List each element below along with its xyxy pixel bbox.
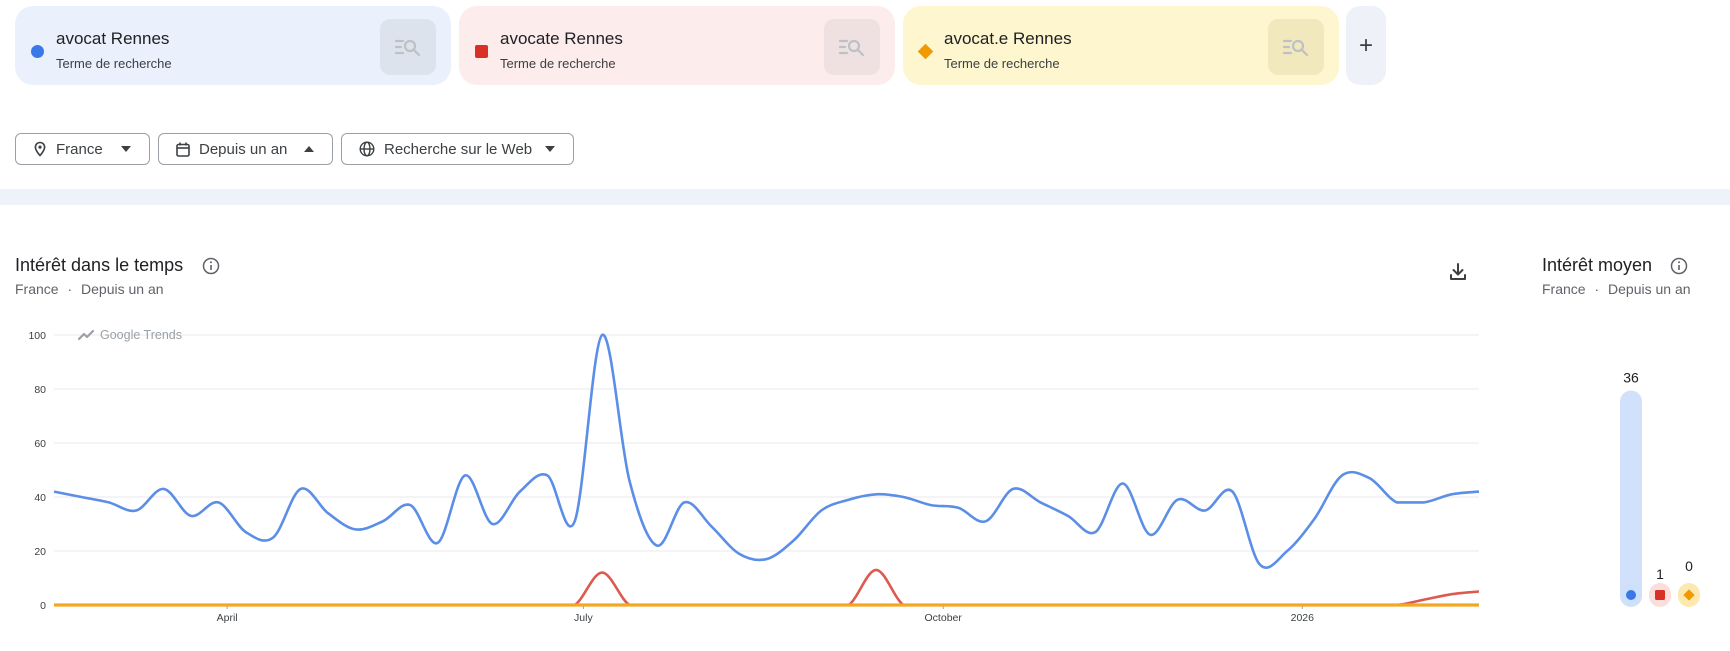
explore-term-button[interactable] xyxy=(1268,19,1324,75)
search-type-filter[interactable]: Recherche sur le Web xyxy=(341,133,574,165)
add-icon: + xyxy=(1358,31,1373,59)
caret-up-icon xyxy=(304,146,314,152)
series-marker-square xyxy=(475,45,488,58)
subtitle-region: France xyxy=(1542,281,1586,297)
series-marker-circle xyxy=(1626,590,1636,600)
term-name: avocat.e Rennes xyxy=(944,29,1072,48)
series-marker-diamond xyxy=(1683,589,1695,601)
subtitle-region: France xyxy=(15,281,59,297)
period-filter[interactable]: Depuis un an xyxy=(158,133,333,165)
interest-time-title: Intérêt dans le temps xyxy=(15,255,184,275)
trend-icon xyxy=(77,329,95,341)
explore-term-button[interactable] xyxy=(824,19,880,75)
search-list-icon xyxy=(1282,39,1309,57)
interest-time-subtitle: France · Depuis un an xyxy=(15,281,164,297)
location-pin-icon xyxy=(33,141,47,157)
search-list-icon xyxy=(838,39,865,57)
explore-term-button[interactable] xyxy=(380,19,436,75)
download-icon[interactable] xyxy=(1448,262,1468,282)
y-tick-label: 0 xyxy=(40,600,46,612)
chart-grid xyxy=(54,334,1479,606)
interest-avg-subtitle: France · Depuis un an xyxy=(1542,281,1691,297)
x-tick-label: 2026 xyxy=(1291,612,1315,624)
y-tick-label: 80 xyxy=(34,384,46,396)
subtitle-period: Depuis un an xyxy=(81,281,164,297)
term-type: Terme de recherche xyxy=(944,56,1060,71)
term-card-avocat-e-rennes[interactable]: avocat.e Rennes Terme de recherche xyxy=(903,6,1339,85)
term-type: Terme de recherche xyxy=(500,56,616,71)
info-icon[interactable] xyxy=(1670,257,1688,275)
x-axis-ticks: April July October 2026 xyxy=(217,605,1315,624)
region-filter[interactable]: France xyxy=(15,133,150,165)
x-tick-label: October xyxy=(925,612,963,624)
period-value: Depuis un an xyxy=(199,140,288,158)
watermark-text: Google Trends xyxy=(100,328,182,342)
y-axis-ticks: 0 20 40 60 80 100 xyxy=(28,330,46,612)
section-divider xyxy=(0,189,1730,205)
search-type-value: Recherche sur le Web xyxy=(384,140,533,158)
google-trends-watermark: Google Trends xyxy=(77,328,182,342)
subtitle-period: Depuis un an xyxy=(1608,281,1691,297)
average-interest-bars: 36 1 0 xyxy=(1620,370,1700,607)
caret-down-icon xyxy=(121,146,131,152)
x-tick-label: July xyxy=(574,612,593,624)
region-value: France xyxy=(56,140,103,158)
term-type: Terme de recherche xyxy=(56,56,172,71)
subtitle-separator: · xyxy=(67,281,73,297)
series-marker-diamond xyxy=(917,43,934,60)
globe-icon xyxy=(359,141,375,157)
term-card-avocat-rennes[interactable]: avocat Rennes Terme de recherche xyxy=(15,6,451,85)
y-tick-label: 20 xyxy=(34,546,46,558)
series-line-2 xyxy=(54,568,1480,607)
avg-bar xyxy=(1620,390,1642,605)
y-tick-label: 60 xyxy=(34,438,46,450)
series-marker-square xyxy=(1655,590,1665,600)
x-tick-label: April xyxy=(217,612,238,624)
interest-avg-title: Intérêt moyen xyxy=(1542,255,1653,275)
y-tick-label: 100 xyxy=(28,330,46,342)
info-icon[interactable] xyxy=(202,257,220,275)
add-term-button[interactable]: + xyxy=(1346,6,1386,85)
avg-value-label: 1 xyxy=(1656,566,1664,582)
term-name: avocate Rennes xyxy=(500,29,623,48)
term-name: avocat Rennes xyxy=(56,29,170,48)
avg-value-label: 36 xyxy=(1623,370,1639,386)
interest-line-chart: 0 20 40 60 80 100 April July October 2026 Google… xyxy=(28,328,1480,624)
calendar-icon xyxy=(176,142,190,157)
series-marker-circle xyxy=(31,45,44,58)
chart-series xyxy=(53,333,1480,607)
avg-value-label: 0 xyxy=(1685,558,1693,574)
subtitle-separator: · xyxy=(1594,281,1600,297)
term-card-avocate-rennes[interactable]: avocate Rennes Terme de recherche xyxy=(459,6,895,85)
caret-down-icon xyxy=(545,146,555,152)
search-list-icon xyxy=(394,39,421,57)
y-tick-label: 40 xyxy=(34,492,46,504)
series-line-1 xyxy=(53,333,1480,569)
